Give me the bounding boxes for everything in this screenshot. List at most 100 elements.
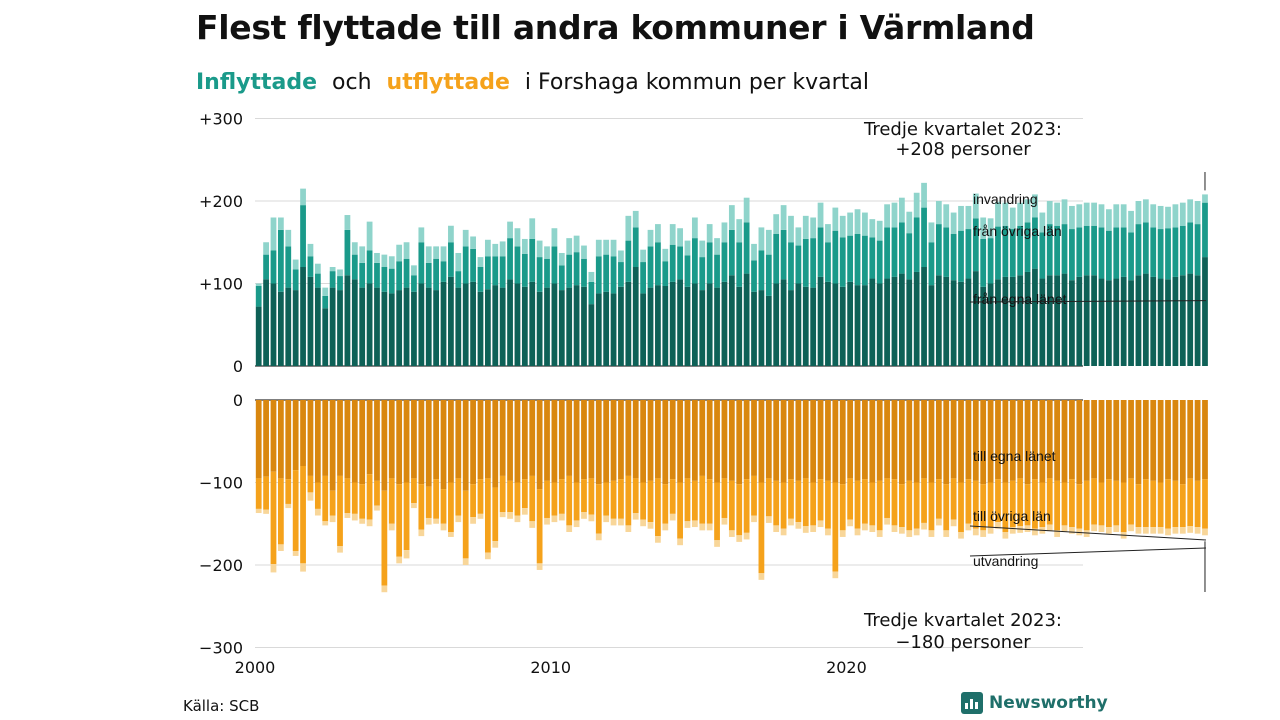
bar-inflow-ovriga (913, 217, 920, 272)
bar-inflow-ovriga (1120, 227, 1127, 277)
bar-inflow-invandring (1032, 194, 1038, 218)
bar-outflow-egna (921, 400, 927, 479)
bar-inflow-egna (573, 285, 580, 366)
bar-outflow-ovriga (980, 484, 987, 531)
bar-inflow-egna (1135, 275, 1142, 366)
bar-inflow-invandring (935, 201, 942, 225)
bar-inflow-invandring (462, 229, 469, 247)
bar-outflow-egna (514, 400, 521, 483)
bar-outflow-egna (603, 400, 610, 483)
bar-inflow-ovriga (514, 246, 521, 284)
bar-inflow-egna (751, 291, 757, 366)
bar-inflow-ovriga (825, 242, 831, 282)
bar-outflow-egna (595, 400, 602, 485)
bar-inflow-ovriga (307, 256, 314, 277)
bar-outflow-egna (640, 400, 647, 483)
bar-outflow-egna (625, 400, 632, 476)
bar-outflow-ovriga (1054, 480, 1061, 531)
bar-outflow-ovriga (1069, 479, 1075, 528)
bar-outflow-egna (344, 400, 351, 479)
bar-outflow-egna (721, 400, 728, 479)
bar-inflow-ovriga (440, 261, 447, 282)
bar-outflow-utvandring (773, 525, 780, 532)
bar-outflow-egna (950, 400, 957, 479)
bar-outflow-egna (669, 400, 676, 480)
bar-outflow-egna (381, 400, 388, 491)
bar-outflow-egna (484, 400, 491, 479)
bar-inflow-egna (1032, 268, 1038, 366)
bar-outflow-ovriga (610, 480, 617, 519)
bar-outflow-utvandring (839, 530, 846, 537)
bar-outflow-utvandring (484, 552, 491, 560)
bar-outflow-ovriga (1017, 478, 1024, 527)
bar-inflow-egna (455, 287, 462, 367)
bar-inflow-egna (1061, 273, 1068, 366)
bar-outflow-ovriga (662, 484, 669, 524)
bar-inflow-egna (655, 285, 661, 366)
bar-outflow-ovriga (891, 479, 898, 526)
bar-inflow-invandring (1157, 205, 1164, 230)
bar-outflow-utvandring (884, 517, 890, 525)
bar-inflow-ovriga (462, 246, 469, 284)
bar-inflow-invandring (1083, 202, 1090, 226)
bar-inflow-ovriga (677, 246, 683, 280)
bar-outflow-utvandring (958, 532, 964, 539)
bar-inflow-invandring (322, 287, 329, 296)
bar-outflow-ovriga (507, 480, 513, 513)
bar-outflow-utvandring (1128, 524, 1134, 532)
bar-outflow-egna (736, 400, 743, 485)
bar-outflow-ovriga (862, 479, 868, 524)
bar-inflow-egna (847, 281, 854, 366)
bar-outflow-egna (699, 400, 706, 476)
bar-outflow-ovriga (374, 480, 380, 506)
bar-inflow-invandring (1098, 204, 1105, 228)
bar-outflow-utvandring (263, 509, 269, 514)
bar-outflow-utvandring (876, 530, 883, 537)
bar-outflow-egna (396, 400, 403, 485)
bar-inflow-egna (1024, 271, 1031, 366)
bar-outflow-ovriga (618, 479, 624, 519)
bar-inflow-ovriga (536, 257, 543, 292)
bar-inflow-ovriga (381, 267, 388, 292)
bar-outflow-egna (691, 400, 698, 481)
bar-inflow-ovriga (884, 227, 890, 279)
y-tick-label-top: +200 (199, 192, 243, 211)
bar-outflow-egna (677, 400, 683, 483)
bar-outflow-ovriga (499, 475, 506, 513)
bar-inflow-ovriga (817, 227, 824, 277)
bar-outflow-ovriga (1002, 482, 1009, 532)
bar-outflow-egna (1172, 400, 1179, 481)
bar-outflow-egna (521, 400, 528, 480)
bar-inflow-egna (507, 279, 513, 367)
bar-inflow-egna (765, 295, 772, 367)
bar-outflow-utvandring (1009, 527, 1016, 534)
bar-outflow-ovriga (1187, 478, 1194, 527)
bar-inflow-egna (1091, 275, 1097, 366)
bar-inflow-ovriga (758, 250, 765, 291)
bar-outflow-egna (1202, 400, 1208, 480)
bar-outflow-egna (588, 400, 595, 479)
bar-outflow-utvandring (780, 528, 787, 536)
bar-outflow-ovriga (1128, 478, 1134, 525)
bar-outflow-egna (507, 400, 513, 481)
bar-inflow-egna (529, 281, 536, 366)
bar-outflow-ovriga (906, 480, 913, 531)
bar-inflow-ovriga (980, 238, 987, 287)
bar-inflow-ovriga (255, 285, 262, 307)
bar-inflow-egna (714, 287, 720, 367)
y-tick-label-bottom: −100 (199, 474, 243, 493)
bar-outflow-egna (906, 400, 913, 481)
bar-inflow-invandring (499, 241, 506, 257)
bar-outflow-utvandring (314, 508, 321, 516)
bar-outflow-ovriga (337, 475, 343, 547)
bar-outflow-egna (270, 400, 277, 472)
bar-outflow-utvandring (684, 521, 691, 528)
bar-outflow-egna (1061, 400, 1068, 483)
bar-outflow-egna (1187, 400, 1194, 479)
bar-outflow-egna (662, 400, 669, 485)
bar-inflow-ovriga (802, 238, 809, 287)
bar-outflow-egna (277, 400, 284, 479)
bar-inflow-ovriga (869, 237, 876, 279)
bar-outflow-egna (440, 400, 447, 490)
bar-outflow-utvandring (647, 522, 654, 529)
